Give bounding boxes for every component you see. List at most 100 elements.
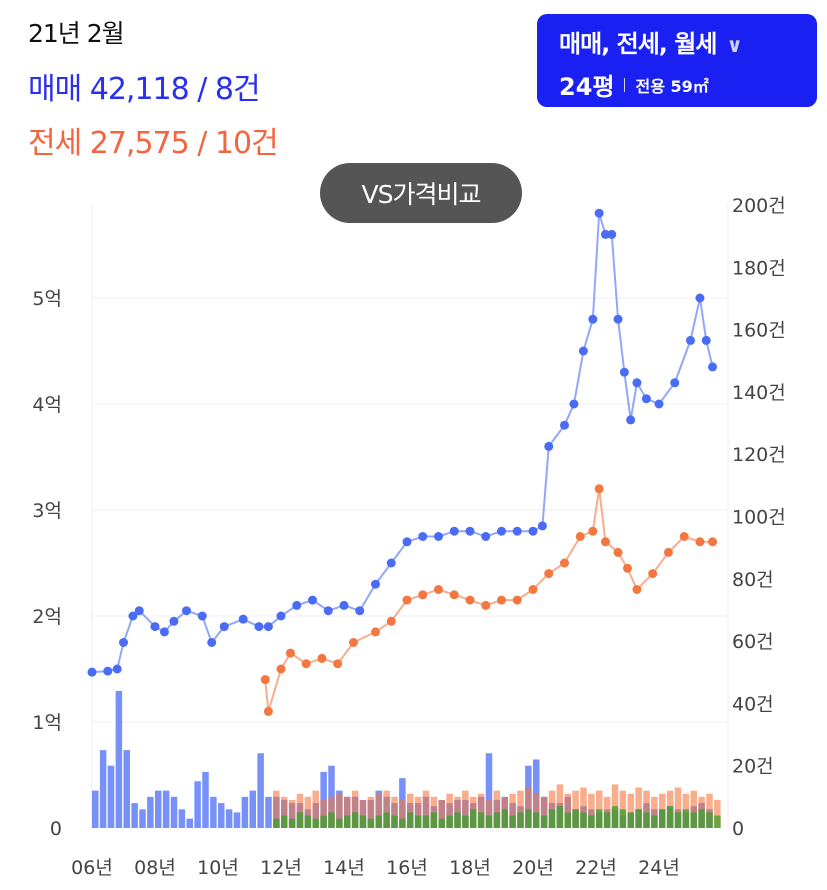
x-axis-tick: 10년 (197, 857, 239, 879)
volume-bar (619, 809, 627, 828)
volume-bar (351, 812, 359, 828)
volume-bar (375, 815, 382, 828)
volume-bar (383, 812, 390, 828)
price-line (264, 488, 713, 712)
volume-bar (627, 812, 634, 828)
x-axis-tick: 20년 (512, 857, 554, 879)
volume-bar (399, 818, 406, 828)
x-axis-tick: 16년 (386, 857, 428, 879)
price-point (103, 666, 113, 676)
volume-bar (296, 793, 304, 828)
volume-bar (414, 796, 422, 828)
vs-price-compare-button[interactable]: VS가격비교 (320, 163, 522, 223)
right-axis-tick: 0 (732, 818, 744, 840)
volume-bar (320, 799, 327, 828)
volume-bar (438, 799, 445, 828)
right-axis-tick: 120건 (732, 444, 786, 466)
volume-bar (706, 812, 713, 828)
sale-price-summary: 매매 42,118 / 8건 (28, 72, 261, 107)
volume-bar (375, 793, 382, 828)
price-point (197, 611, 207, 621)
price-point (528, 526, 538, 536)
price-point (317, 653, 327, 663)
price-point (632, 585, 642, 594)
volume-bar (107, 765, 115, 828)
price-point (632, 378, 642, 388)
price-point (626, 415, 636, 425)
volume-bar (131, 803, 138, 828)
volume-bar (391, 815, 398, 828)
price-point (528, 585, 538, 594)
volume-bar (194, 781, 201, 828)
price-point (285, 648, 295, 658)
volume-bar (643, 812, 650, 828)
volume-bar (651, 796, 658, 828)
x-axis-tick: 08년 (134, 857, 176, 879)
price-point (594, 208, 604, 218)
volume-bar (218, 803, 225, 828)
price-point (544, 569, 554, 579)
price-point (670, 378, 680, 388)
left-axis-tick: 2억 (32, 606, 62, 628)
volume-bar (462, 815, 469, 828)
volume-bar (344, 815, 351, 828)
volume-bar (186, 818, 193, 828)
right-axis-tick: 180건 (732, 257, 786, 279)
price-point (588, 526, 598, 536)
volume-bar (399, 799, 406, 828)
price-point (238, 614, 248, 624)
volume-bar (477, 793, 485, 828)
volume-bar (265, 796, 272, 828)
volume-bar (501, 809, 508, 828)
pyeong-label: 24평 (559, 73, 615, 101)
price-point (613, 547, 623, 557)
volume-bar (123, 750, 130, 828)
volume-bar (359, 815, 367, 828)
price-point (134, 606, 144, 616)
price-point (87, 667, 97, 677)
volume-bar (155, 790, 162, 828)
price-point (537, 521, 547, 531)
x-axis-tick: 18년 (449, 857, 491, 879)
volume-bar (682, 809, 690, 828)
x-axis-tick: 06년 (71, 857, 113, 879)
price-point (481, 532, 491, 541)
price-point (497, 526, 506, 536)
price-point (481, 600, 491, 610)
deal-type-filter-button[interactable]: 매매, 전세, 월세 ∨ 24평 전용 59㎡ (537, 14, 817, 107)
price-point (663, 547, 673, 557)
price-point (112, 664, 122, 674)
price-point (600, 537, 610, 547)
price-point (150, 622, 160, 632)
price-point (578, 346, 588, 356)
price-point (613, 314, 623, 324)
volume-bar (304, 796, 312, 828)
volume-bar (485, 799, 493, 828)
volume-bar (596, 809, 603, 828)
price-line (91, 212, 714, 674)
volume-bar (572, 809, 579, 828)
price-point (182, 606, 191, 616)
right-axis-tick: 100건 (732, 507, 786, 529)
volume-bar (477, 812, 485, 828)
volume-bar (320, 771, 327, 828)
volume-bar (281, 796, 288, 828)
divider (624, 77, 626, 92)
volume-bar (344, 796, 351, 828)
volume-bar (674, 787, 682, 828)
volume-bar (525, 787, 532, 828)
volume-bar (548, 809, 556, 828)
volume-bar (288, 799, 296, 828)
price-point (292, 600, 302, 610)
volume-bar (99, 750, 107, 828)
price-series-2 (260, 484, 718, 716)
price-point (402, 595, 412, 605)
volume-bar (580, 787, 587, 828)
volume-bar (288, 818, 296, 828)
price-point (648, 569, 658, 579)
volume-bar (430, 812, 438, 828)
volume-bar (690, 790, 697, 828)
volume-bar (509, 815, 516, 828)
left-axis-tick: 5억 (32, 288, 62, 310)
